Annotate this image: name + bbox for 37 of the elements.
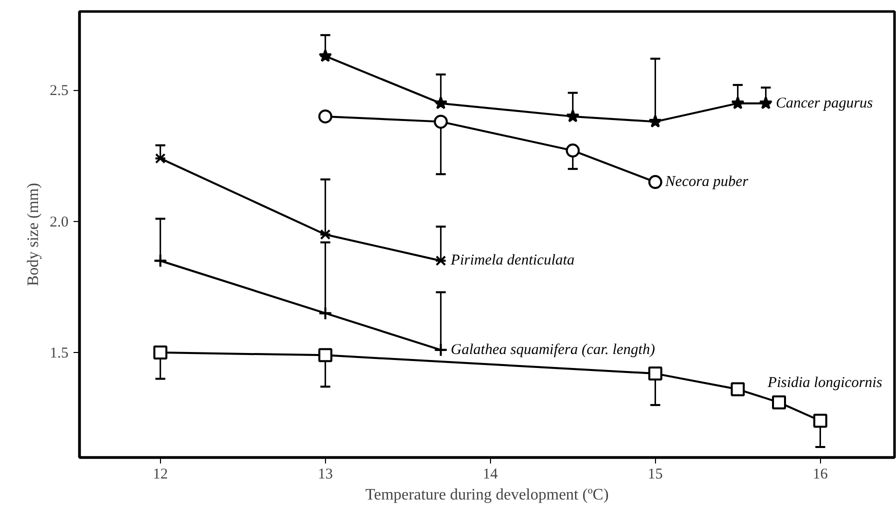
y-tick-label: 2.5	[50, 83, 68, 100]
series-label: Necora puber	[664, 174, 748, 190]
x-tick-label: 14	[482, 466, 498, 482]
point	[320, 229, 331, 240]
y-tick-label: 1.5	[50, 346, 68, 362]
series-label: Galathea squamifera (car. length)	[450, 342, 655, 358]
point	[648, 175, 662, 190]
point	[155, 153, 166, 164]
point	[318, 306, 332, 320]
point	[730, 382, 745, 396]
y-axis-title: Body size (mm)	[24, 182, 42, 286]
x-tick-label: 13	[318, 466, 333, 482]
point	[648, 114, 662, 128]
x-tick-label: 15	[648, 466, 663, 482]
point	[434, 342, 448, 357]
point	[434, 114, 448, 129]
point	[318, 109, 332, 124]
point	[759, 96, 773, 110]
point	[153, 254, 168, 268]
series-label: Cancer pagurus	[776, 95, 874, 112]
point	[566, 144, 580, 158]
point	[731, 96, 744, 110]
point	[566, 109, 580, 122]
point	[813, 414, 828, 428]
series-label: Pirimela denticulata	[450, 252, 575, 269]
point	[434, 96, 448, 110]
point	[318, 49, 332, 62]
point	[648, 366, 662, 381]
point	[772, 395, 786, 410]
point	[436, 255, 446, 266]
y-tick-label: 2.0	[50, 214, 68, 230]
x-tick-label: 12	[152, 466, 168, 482]
series-label: Pisidia longicornis	[766, 374, 882, 391]
x-tick-label: 16	[812, 466, 828, 482]
point	[318, 348, 332, 362]
x-axis-title: Temperature during development (ºC)	[365, 486, 609, 504]
point	[153, 346, 168, 360]
